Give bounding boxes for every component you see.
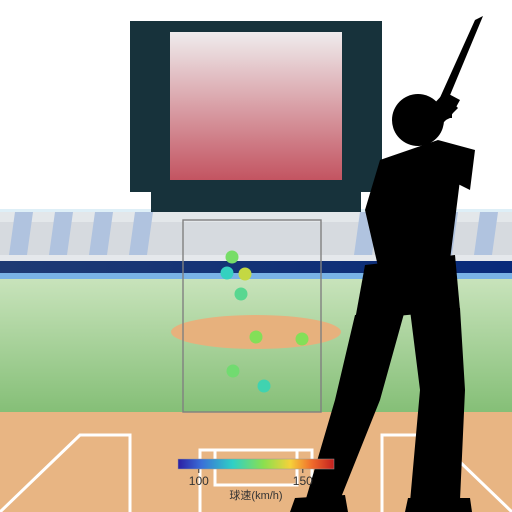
pitch-location-chart: 100 150 球速(km/h) — [0, 0, 512, 512]
pitch-marker — [235, 288, 248, 301]
pitch-marker — [239, 268, 252, 281]
colorbar-tick-label: 100 — [189, 474, 209, 488]
pitch-marker — [226, 251, 239, 264]
pitch-marker — [250, 331, 263, 344]
scoreboard-screen — [170, 32, 342, 180]
pitch-marker — [296, 333, 309, 346]
scoreboard-pillar — [151, 192, 361, 212]
pitch-marker — [258, 380, 271, 393]
colorbar — [178, 459, 334, 469]
pitch-marker — [227, 365, 240, 378]
colorbar-label: 球速(km/h) — [229, 488, 282, 502]
colorbar-tick-label: 150 — [293, 474, 313, 488]
pitch-marker — [221, 267, 234, 280]
